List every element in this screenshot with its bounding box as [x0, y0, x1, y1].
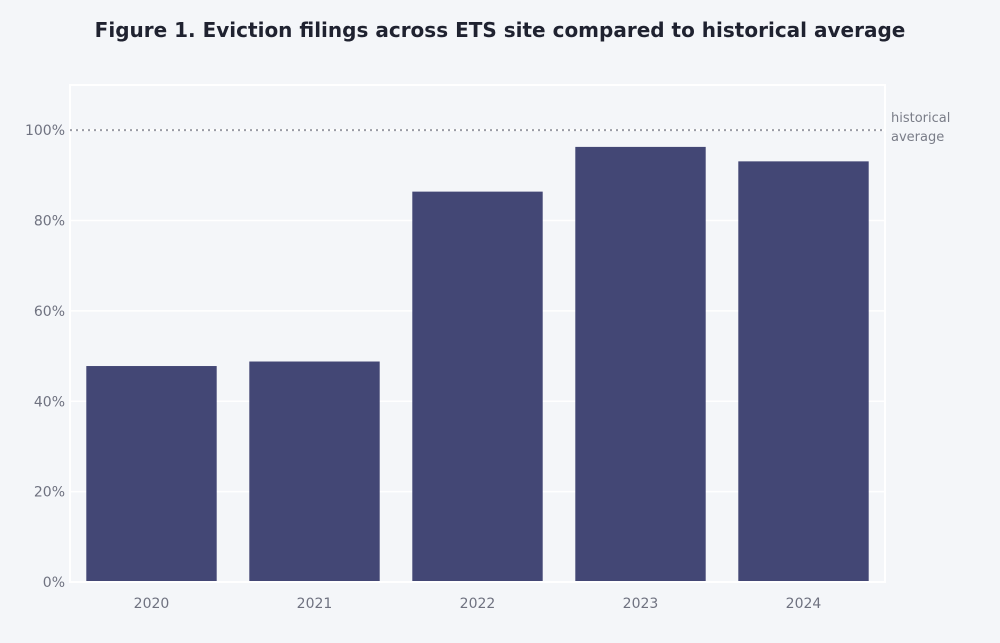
chart-title: Figure 1. Eviction filings across ETS si…	[94, 18, 906, 42]
y-tick-label: 40%	[34, 394, 65, 410]
y-tick-label: 0%	[43, 575, 65, 591]
bar-2024	[738, 161, 869, 582]
x-tick-label: 2022	[460, 596, 496, 612]
x-tick-label: 2020	[134, 596, 170, 612]
bar-2022	[412, 191, 543, 582]
y-tick-label: 80%	[34, 214, 65, 230]
x-tick-label: 2023	[623, 596, 659, 612]
historical-average-label-line: average	[891, 130, 944, 145]
historical-average-label-line: historical	[891, 111, 950, 126]
bar-2020	[86, 366, 217, 582]
historical-average-label: historical average	[891, 111, 950, 145]
x-tick-label: 2024	[786, 596, 822, 612]
y-tick-label: 100%	[25, 123, 65, 139]
y-tick-label: 20%	[34, 485, 65, 501]
x-tick-label: 2021	[297, 596, 333, 612]
bar-2023	[575, 146, 706, 582]
bar-2021	[249, 361, 380, 582]
y-tick-label: 60%	[34, 304, 65, 320]
